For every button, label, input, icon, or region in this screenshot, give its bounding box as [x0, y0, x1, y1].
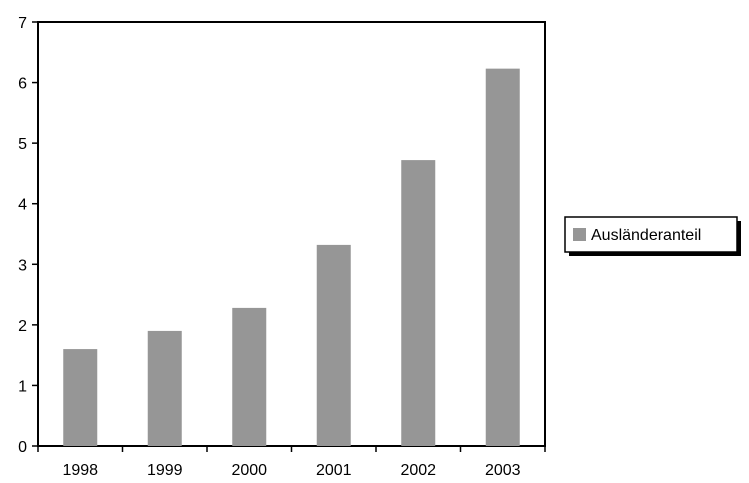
bar-2003 — [485, 68, 520, 446]
bars-group — [63, 68, 520, 447]
x-axis: 1998 1999 2000 2001 2002 2003 — [37, 446, 546, 479]
bar-1999 — [147, 330, 182, 446]
y-tick-label: 6 — [18, 76, 27, 93]
bar-2002 — [401, 160, 436, 447]
y-tick-label: 7 — [18, 15, 27, 32]
legend-box — [564, 216, 738, 253]
y-tick-label: 2 — [18, 318, 27, 335]
legend: Ausländeranteil — [564, 216, 741, 256]
y-tick-label: 1 — [18, 378, 27, 395]
x-tick-label: 2003 — [485, 462, 521, 479]
legend-label: Ausländeranteil — [591, 227, 701, 244]
x-tick-label: 2002 — [400, 462, 436, 479]
x-tick-label: 1999 — [147, 462, 183, 479]
bar-1998 — [63, 349, 98, 446]
bar-2000 — [232, 307, 267, 446]
x-tick-label: 2001 — [316, 462, 352, 479]
plot-area — [37, 21, 546, 447]
y-tick-label: 3 — [18, 257, 27, 274]
x-tick-label: 1998 — [62, 462, 98, 479]
y-tick-label: 5 — [18, 136, 27, 153]
legend-swatch — [573, 228, 586, 241]
plot-frame — [37, 21, 546, 447]
y-axis: 0 1 2 3 4 5 6 7 — [18, 15, 38, 456]
y-tick-label: 0 — [18, 439, 27, 456]
x-tick-label: 2000 — [231, 462, 267, 479]
y-tick-label: 4 — [18, 197, 27, 214]
bar-2001 — [316, 244, 351, 446]
